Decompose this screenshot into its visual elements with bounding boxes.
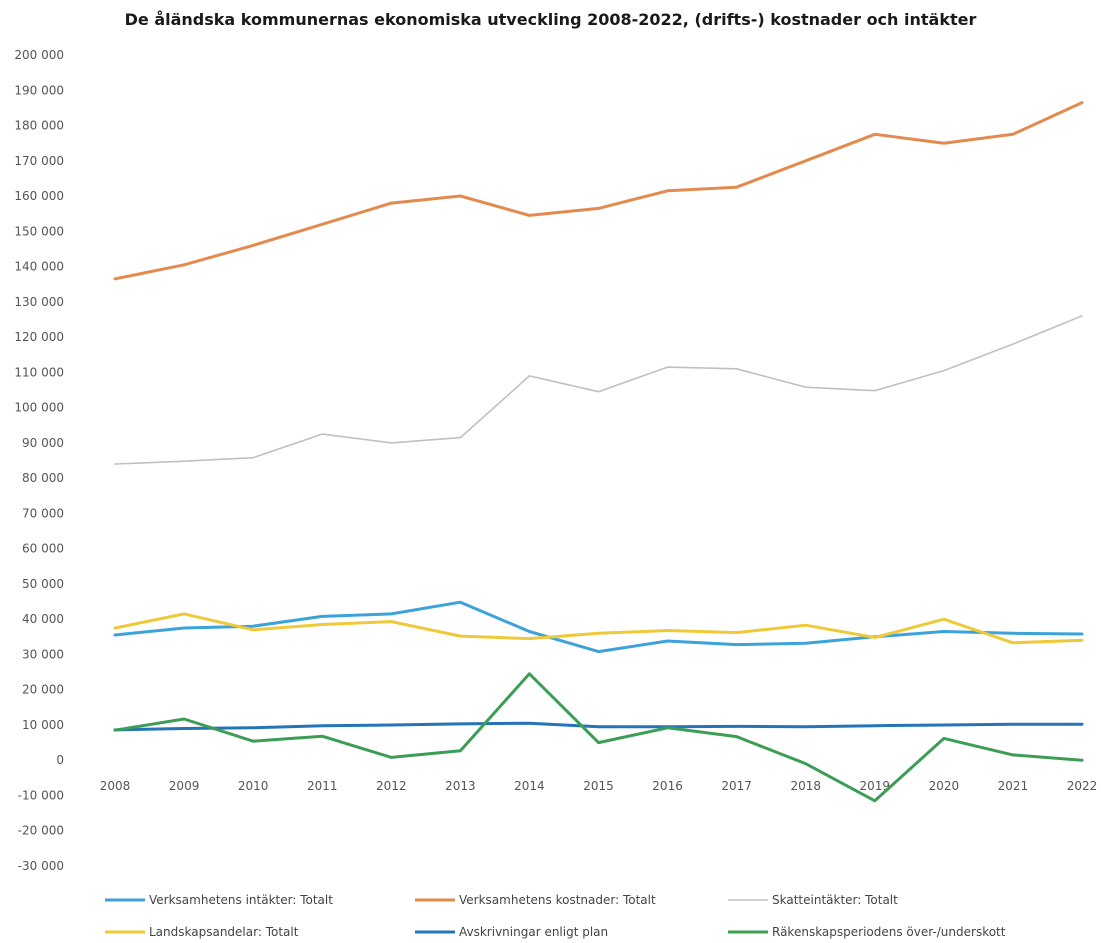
x-tick-label: 2009	[169, 779, 200, 793]
series-line	[113, 101, 1084, 281]
y-tick-label: 60 000	[22, 542, 64, 556]
y-tick-label: 30 000	[22, 647, 64, 661]
y-tick-label: 140 000	[14, 260, 64, 274]
y-tick-label: -30 000	[18, 859, 64, 873]
y-tick-label: 150 000	[14, 224, 64, 238]
legend-item: Landskapsandelar: Totalt	[105, 925, 299, 939]
y-tick-label: 10 000	[22, 718, 64, 732]
y-axis: 200 000 190 000 180 000 170 000 160 000 150 0…	[14, 48, 64, 873]
y-tick-label: 170 000	[14, 154, 64, 168]
legend: Verksamhetens intäkter: Totalt Verksamhet…	[105, 893, 1006, 939]
legend-label: Avskrivningar enligt plan	[459, 925, 608, 939]
y-tick-label: 160 000	[14, 189, 64, 203]
x-tick-label: 2012	[376, 779, 407, 793]
legend-item: Verksamhetens intäkter: Totalt	[105, 893, 333, 907]
y-tick-label: 40 000	[22, 612, 64, 626]
x-tick-label: 2020	[929, 779, 960, 793]
x-tick-label: 2021	[998, 779, 1029, 793]
x-tick-label: 2014	[514, 779, 545, 793]
x-tick-label: 2022	[1067, 779, 1098, 793]
series-line	[114, 315, 1083, 465]
y-tick-label: 200 000	[14, 48, 64, 62]
y-tick-label: 80 000	[22, 471, 64, 485]
series-line	[113, 721, 1084, 732]
x-tick-label: 2019	[860, 779, 891, 793]
x-tick-label: 2013	[445, 779, 476, 793]
legend-label: Skatteintäkter: Totalt	[772, 893, 898, 907]
y-tick-label: 120 000	[14, 330, 64, 344]
legend-item: Avskrivningar enligt plan	[415, 925, 608, 939]
y-tick-label: 190 000	[14, 83, 64, 97]
y-tick-label: -10 000	[18, 788, 64, 802]
x-axis: 2008 2009 2010 2011 2012 2013 2014 2015 2016 2017…	[100, 779, 1098, 793]
y-tick-label: 50 000	[22, 577, 64, 591]
y-tick-label: -20 000	[18, 824, 64, 838]
x-tick-label: 2010	[238, 779, 269, 793]
x-tick-label: 2015	[583, 779, 614, 793]
y-tick-label: 110 000	[14, 365, 64, 379]
x-tick-label: 2016	[652, 779, 683, 793]
legend-label: Räkenskapsperiodens över-/underskott	[772, 925, 1006, 939]
legend-item: Verksamhetens kostnader: Totalt	[415, 893, 656, 907]
series-line	[113, 600, 1084, 654]
legend-label: Verksamhetens kostnader: Totalt	[459, 893, 656, 907]
legend-label: Verksamhetens intäkter: Totalt	[149, 893, 333, 907]
x-tick-label: 2018	[790, 779, 821, 793]
y-tick-label: 20 000	[22, 683, 64, 697]
chart-title: De åländska kommunernas ekonomiska utvec…	[124, 10, 977, 29]
x-tick-label: 2008	[100, 779, 131, 793]
legend-item: Räkenskapsperiodens över-/underskott	[728, 925, 1006, 939]
x-tick-label: 2017	[721, 779, 752, 793]
series-line	[113, 612, 1084, 645]
y-tick-label: 0	[56, 753, 64, 767]
legend-item: Skatteintäkter: Totalt	[728, 893, 898, 907]
y-tick-label: 130 000	[14, 295, 64, 309]
legend-label: Landskapsandelar: Totalt	[149, 925, 299, 939]
x-tick-label: 2011	[307, 779, 338, 793]
series-lines	[113, 101, 1084, 803]
y-tick-label: 70 000	[22, 506, 64, 520]
y-tick-label: 100 000	[14, 401, 64, 415]
y-tick-label: 90 000	[22, 436, 64, 450]
series-line	[113, 672, 1084, 803]
y-tick-label: 180 000	[14, 119, 64, 133]
